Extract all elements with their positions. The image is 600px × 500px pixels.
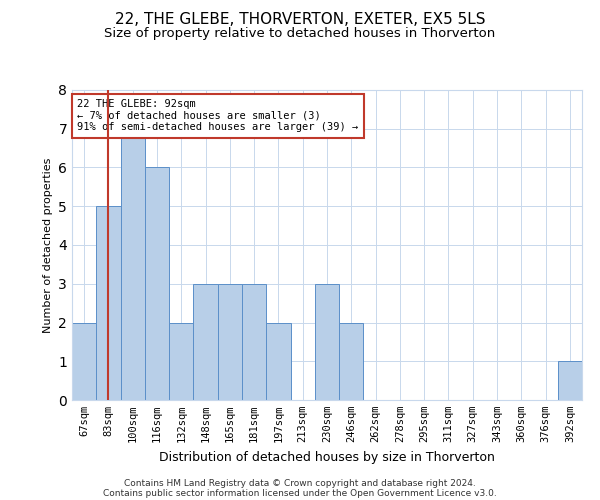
Text: 22, THE GLEBE, THORVERTON, EXETER, EX5 5LS: 22, THE GLEBE, THORVERTON, EXETER, EX5 5… xyxy=(115,12,485,28)
Bar xyxy=(96,206,121,400)
Bar xyxy=(145,168,169,400)
Bar xyxy=(218,284,242,400)
Bar xyxy=(315,284,339,400)
Bar xyxy=(558,361,582,400)
Bar xyxy=(72,322,96,400)
X-axis label: Distribution of detached houses by size in Thorverton: Distribution of detached houses by size … xyxy=(159,450,495,464)
Text: Size of property relative to detached houses in Thorverton: Size of property relative to detached ho… xyxy=(104,28,496,40)
Text: Contains HM Land Registry data © Crown copyright and database right 2024.: Contains HM Land Registry data © Crown c… xyxy=(124,478,476,488)
Y-axis label: Number of detached properties: Number of detached properties xyxy=(43,158,53,332)
Text: 22 THE GLEBE: 92sqm
← 7% of detached houses are smaller (3)
91% of semi-detached: 22 THE GLEBE: 92sqm ← 7% of detached hou… xyxy=(77,100,358,132)
Bar xyxy=(339,322,364,400)
Text: Contains public sector information licensed under the Open Government Licence v3: Contains public sector information licen… xyxy=(103,488,497,498)
Bar xyxy=(242,284,266,400)
Bar xyxy=(169,322,193,400)
Bar xyxy=(266,322,290,400)
Bar xyxy=(193,284,218,400)
Bar xyxy=(121,128,145,400)
